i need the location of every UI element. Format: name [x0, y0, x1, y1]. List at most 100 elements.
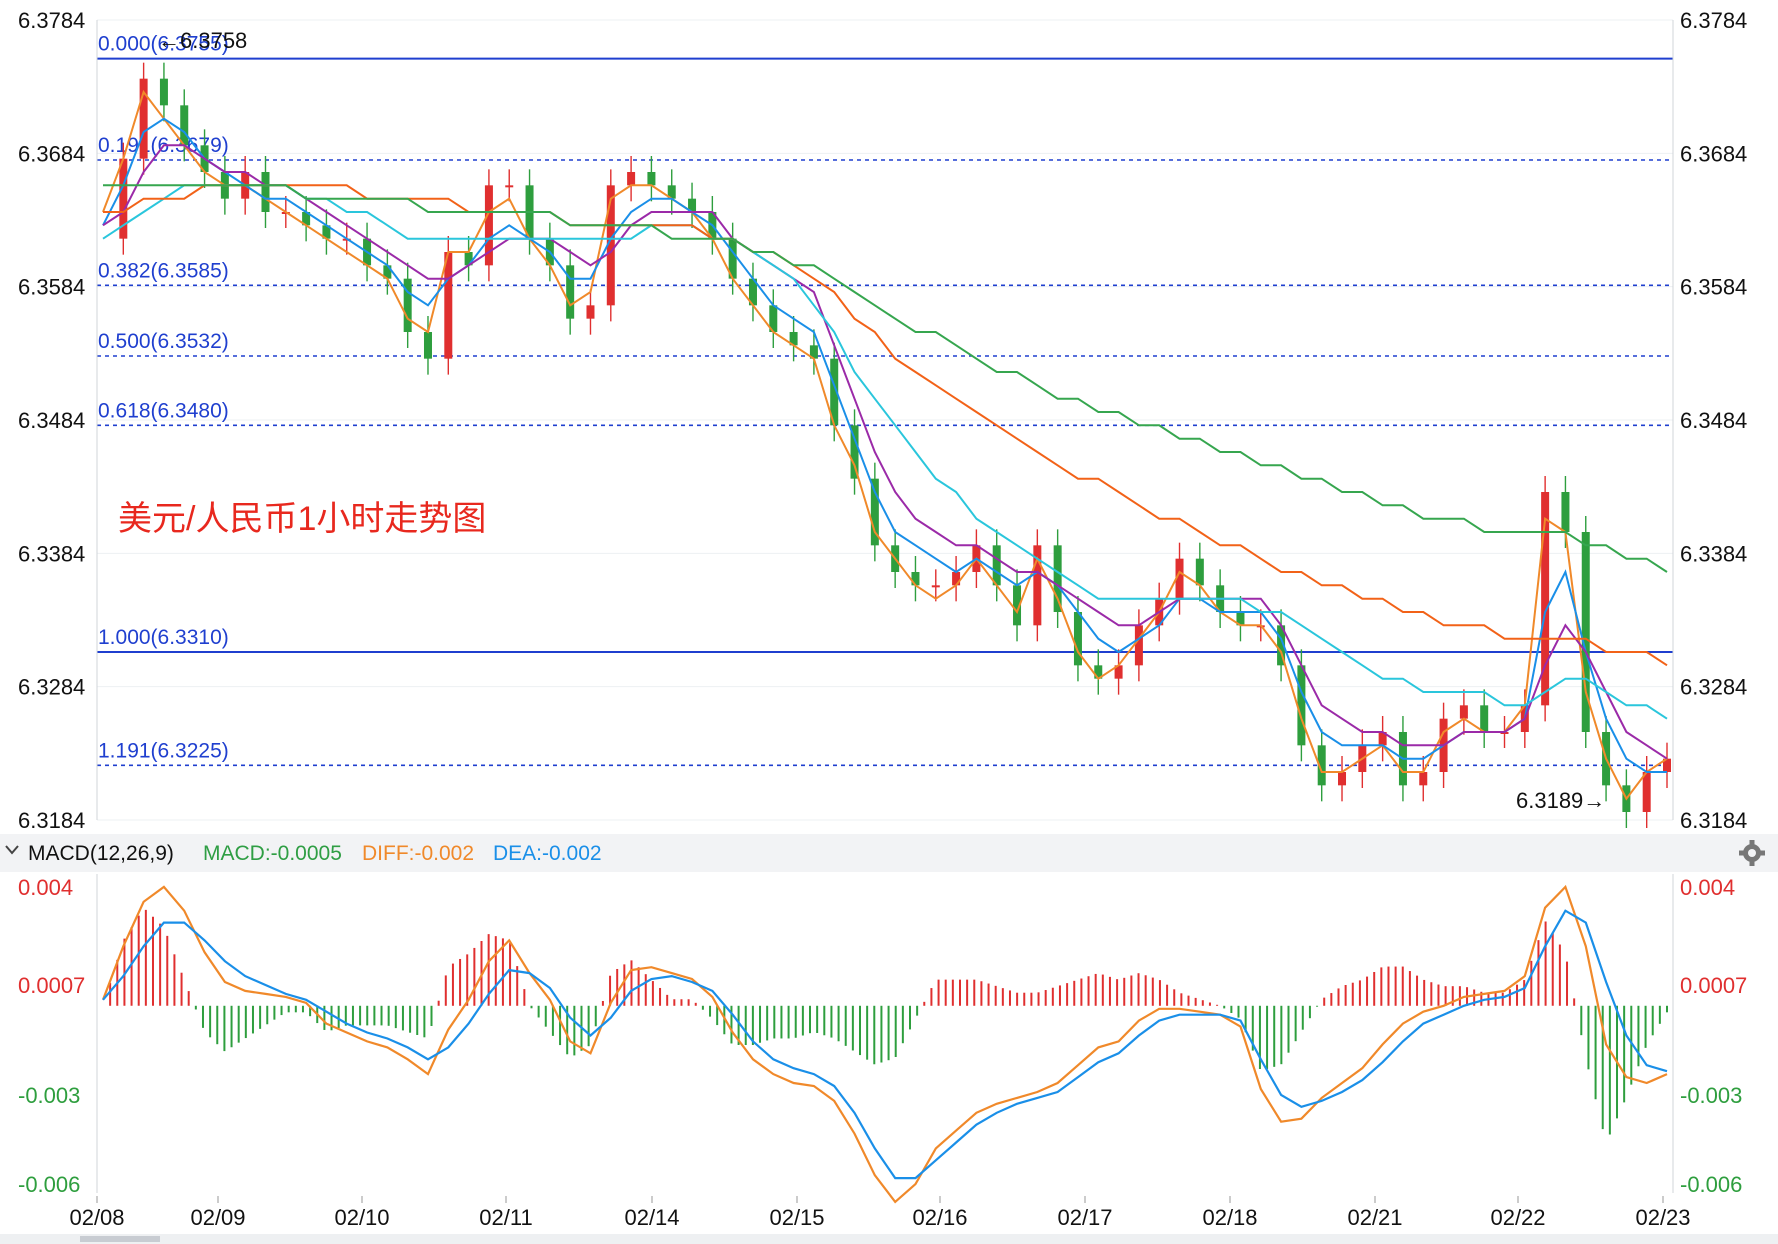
price-tick-left: 6.3484: [18, 408, 85, 433]
price-tick-right: 6.3584: [1680, 275, 1747, 300]
candle-body: [444, 252, 453, 359]
candle-body: [1561, 492, 1570, 532]
candle-body: [830, 358, 839, 426]
price-tick-left: 6.3184: [18, 808, 85, 833]
price-tick-right: 6.3384: [1680, 541, 1747, 566]
date-tick: 02/21: [1347, 1205, 1402, 1230]
price-tick-right: 6.3184: [1680, 808, 1747, 833]
date-tick: 02/17: [1057, 1205, 1112, 1230]
price-tick-right: 6.3284: [1680, 675, 1747, 700]
candle-body: [423, 332, 432, 359]
candle-body: [667, 185, 676, 199]
candle-body: [992, 545, 1001, 586]
macd-header-bar: [0, 834, 1778, 872]
macd-tick-right: 0.0007: [1680, 973, 1747, 998]
macd-tick-left: 0.0007: [18, 973, 85, 998]
bottom-scrollbar[interactable]: [0, 1234, 1778, 1244]
diff-value: DIFF:-0.002: [362, 842, 474, 865]
fib-label: 1.000(6.3310): [98, 626, 229, 649]
grid: [97, 19, 1673, 821]
macd-tick-left: -0.006: [18, 1172, 80, 1197]
candle-body: [261, 172, 270, 212]
price-tick-right: 6.3784: [1680, 8, 1747, 33]
candle-body: [1033, 545, 1042, 626]
date-tick: 02/16: [912, 1205, 967, 1230]
candle-body: [464, 252, 473, 266]
candle-body: [1134, 625, 1143, 666]
price-tick-right: 6.3684: [1680, 141, 1747, 166]
candle-body: [1114, 665, 1123, 679]
date-tick: 02/09: [190, 1205, 245, 1230]
candle-body: [1053, 545, 1062, 612]
axes: 6.3784 6.3784 6.3684 6.3684 6.3584 6.3584 6.34…: [18, 8, 1747, 833]
chevron-down-icon[interactable]: [5, 845, 19, 855]
macd-tick-left: -0.003: [18, 1083, 80, 1108]
candle-body: [931, 585, 940, 588]
candle-body: [809, 345, 818, 359]
candle-body: [748, 278, 757, 306]
candle-body: [180, 105, 189, 146]
macd-tick-left: 0.004: [18, 875, 73, 900]
candle-body: [789, 332, 798, 346]
candle-body: [952, 572, 961, 586]
candle-body: [627, 172, 636, 186]
fib-label: 0.000(6.3755): [98, 33, 229, 56]
low-annotation: 6.3189→: [1516, 788, 1605, 813]
moving-average-line: [102, 144, 1668, 760]
diff-line: [101, 884, 1668, 1204]
high-annotation: ←6.3758: [158, 28, 247, 53]
fib-label: 0.500(6.3532): [98, 330, 229, 353]
price-tick-left: 6.3784: [18, 8, 85, 33]
date-axis: 02/08 02/09 02/10 02/11 02/14 02/15 02/16 02/17…: [69, 1196, 1691, 1230]
dea-value: DEA:-0.002: [493, 842, 602, 865]
gear-icon[interactable]: [1739, 840, 1765, 866]
moving-average-line: [102, 184, 1668, 720]
candle-body: [383, 265, 392, 279]
candle-body: [1642, 772, 1651, 812]
candle-body: [403, 278, 412, 332]
candle-body: [1297, 665, 1306, 746]
candle-body: [1277, 625, 1286, 666]
candle-body: [1195, 558, 1204, 586]
candle-body: [1663, 758, 1671, 772]
candle-body: [1013, 585, 1022, 626]
price-tick-left: 6.3284: [18, 675, 85, 700]
fib-label: 1.191(6.3225): [98, 739, 229, 762]
date-tick: 02/08: [69, 1205, 124, 1230]
date-tick: 02/22: [1490, 1205, 1545, 1230]
moving-average-line: [102, 89, 1668, 801]
candle-body: [1480, 705, 1489, 732]
moving-average-line: [103, 184, 1668, 667]
date-tick: 02/11: [479, 1205, 532, 1230]
candle-body: [322, 225, 331, 239]
candle-body: [850, 425, 859, 479]
candle-body: [1419, 772, 1428, 786]
candle-body: [1378, 732, 1387, 746]
macd-tick-right: -0.006: [1680, 1172, 1742, 1197]
candle-body: [1175, 558, 1184, 599]
candle-body: [119, 158, 128, 239]
candle-body: [688, 198, 697, 212]
moving-average-line: [102, 117, 1667, 773]
macd-tick-right: -0.003: [1680, 1083, 1742, 1108]
date-tick: 02/10: [334, 1205, 389, 1230]
macd-tick-right: 0.004: [1680, 875, 1735, 900]
macd-value: MACD:-0.0005: [203, 842, 342, 865]
candle-body: [1541, 492, 1550, 706]
fib-label: 0.618(6.3480): [98, 399, 229, 422]
date-tick: 02/23: [1635, 1205, 1690, 1230]
scrollbar-thumb[interactable]: [80, 1236, 160, 1242]
fib-label: 0.382(6.3585): [98, 259, 229, 282]
candle-body: [302, 212, 311, 226]
candle-body: [139, 78, 148, 159]
candle-body: [647, 172, 656, 186]
candle-body: [911, 572, 920, 586]
candle-body: [586, 305, 595, 319]
candle-body: [159, 78, 168, 106]
candle-body: [1459, 705, 1468, 719]
macd-header-label: MACD(12,26,9): [28, 842, 174, 865]
price-tick-left: 6.3384: [18, 541, 85, 566]
date-tick: 02/18: [1202, 1205, 1257, 1230]
